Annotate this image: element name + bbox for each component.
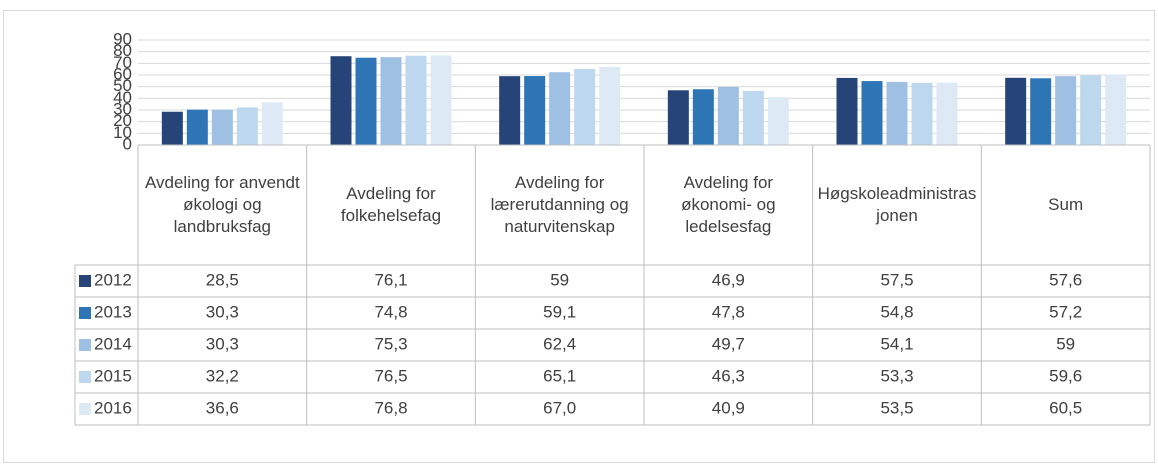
bar (355, 57, 377, 145)
category-label: Høgskoleadministrasjonen (817, 184, 977, 225)
y-tick-label: 50 (113, 76, 132, 95)
table-value: 76,1 (374, 270, 407, 289)
category-label: Avdeling for anvendt økologi og landbruk… (144, 173, 300, 236)
table-value: 32,2 (206, 366, 239, 385)
bar (599, 66, 621, 145)
bar (524, 76, 546, 145)
chart-frame (3, 10, 1155, 463)
table-value: 76,5 (374, 366, 407, 385)
table-value: 65,1 (543, 366, 576, 385)
table-value: 60,5 (1049, 398, 1082, 417)
table-value: 28,5 (206, 270, 239, 289)
y-tick-label: 90 (113, 29, 132, 48)
bar (1055, 76, 1077, 145)
bar (742, 90, 764, 145)
y-tick-label: 70 (113, 53, 132, 72)
table-value: 54,8 (880, 302, 913, 321)
bar (211, 109, 233, 145)
table-value: 54,1 (880, 334, 913, 353)
legend-label: 2013 (94, 302, 132, 321)
legend-label: 2015 (94, 366, 132, 385)
y-tick-label: 40 (113, 88, 132, 107)
table-value: 30,3 (206, 334, 239, 353)
bar (1080, 75, 1102, 145)
bar (574, 69, 596, 145)
table-value: 53,3 (880, 366, 913, 385)
table-value: 57,5 (880, 270, 913, 289)
table-value: 47,8 (712, 302, 745, 321)
bar (236, 107, 258, 145)
table-value: 59,6 (1049, 366, 1082, 385)
y-tick-label: 80 (113, 41, 132, 60)
table-value: 74,8 (374, 302, 407, 321)
bar (499, 76, 521, 145)
table-value: 57,6 (1049, 270, 1082, 289)
bar (330, 56, 352, 145)
bar (161, 111, 183, 145)
bar (1105, 74, 1127, 145)
bar (717, 87, 739, 145)
bar (261, 102, 283, 145)
category-label: Sum (1048, 195, 1084, 214)
table-value: 46,9 (712, 270, 745, 289)
category-label: Avdeling for lærerutdanning og naturvite… (490, 173, 629, 236)
table-value: 76,8 (374, 398, 407, 417)
table-value: 67,0 (543, 398, 576, 417)
table-value: 59,1 (543, 302, 576, 321)
table-value: 53,5 (880, 398, 913, 417)
bar (767, 97, 789, 145)
table-value: 49,7 (712, 334, 745, 353)
legend-label: 2012 (94, 270, 132, 289)
legend-key (79, 275, 91, 287)
legend-key (79, 403, 91, 415)
bar (836, 77, 858, 145)
bar (1030, 78, 1052, 145)
table-value: 59 (550, 270, 569, 289)
bar (886, 81, 908, 145)
bar (549, 72, 571, 145)
table-value: 40,9 (712, 398, 745, 417)
bar (692, 89, 714, 145)
legend-key (79, 371, 91, 383)
table-value: 59 (1056, 334, 1075, 353)
y-tick-label: 30 (113, 99, 132, 118)
bar (380, 57, 402, 145)
legend-key (79, 339, 91, 351)
legend-key (79, 307, 91, 319)
bar (911, 82, 933, 145)
table-value: 75,3 (374, 334, 407, 353)
bar (1005, 77, 1027, 145)
category-label: Avdeling for folkehelsefag (340, 184, 442, 225)
legend-label: 2014 (94, 334, 132, 353)
category-label: Avdeling for økonomi- og ledelsesfag (681, 173, 776, 236)
y-tick-label: 10 (113, 123, 132, 142)
legend-label: 2016 (94, 398, 132, 417)
table-value: 46,3 (712, 366, 745, 385)
y-tick-label: 20 (113, 111, 132, 130)
bar (861, 81, 883, 145)
y-tick-label: 0 (123, 134, 132, 153)
table-value: 57,2 (1049, 302, 1082, 321)
table-value: 30,3 (206, 302, 239, 321)
y-tick-label: 60 (113, 64, 132, 83)
bar (405, 55, 427, 145)
table-value: 36,6 (206, 398, 239, 417)
bar (936, 82, 958, 145)
bar (186, 109, 208, 145)
bar (667, 90, 689, 145)
bar (430, 55, 452, 145)
table-value: 62,4 (543, 334, 576, 353)
